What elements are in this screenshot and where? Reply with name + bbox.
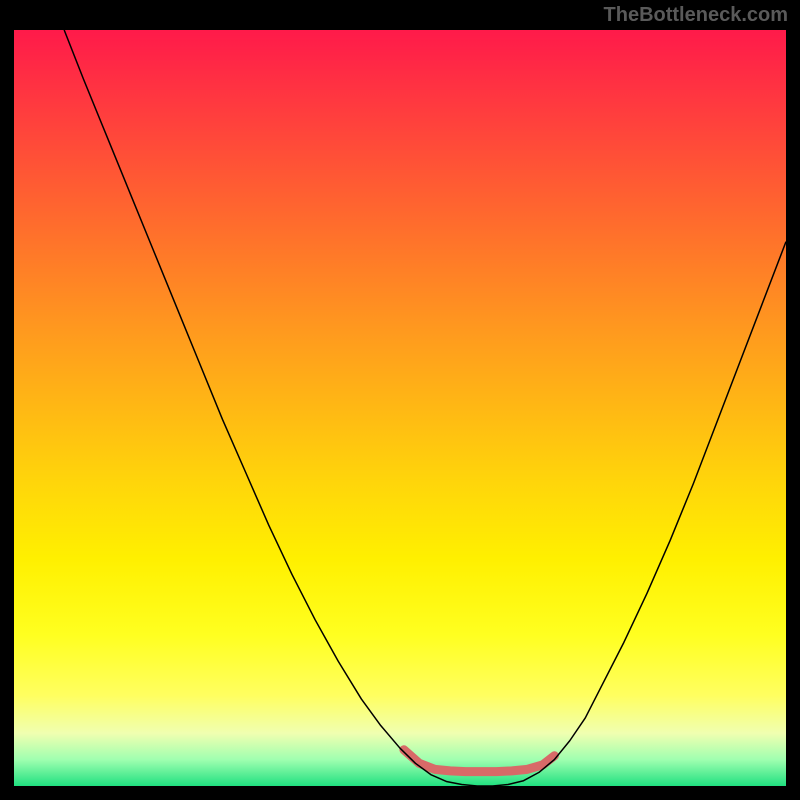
chart-svg [0,0,800,800]
bottleneck-chart: TheBottleneck.com [0,0,800,800]
watermark-text: TheBottleneck.com [604,4,788,27]
